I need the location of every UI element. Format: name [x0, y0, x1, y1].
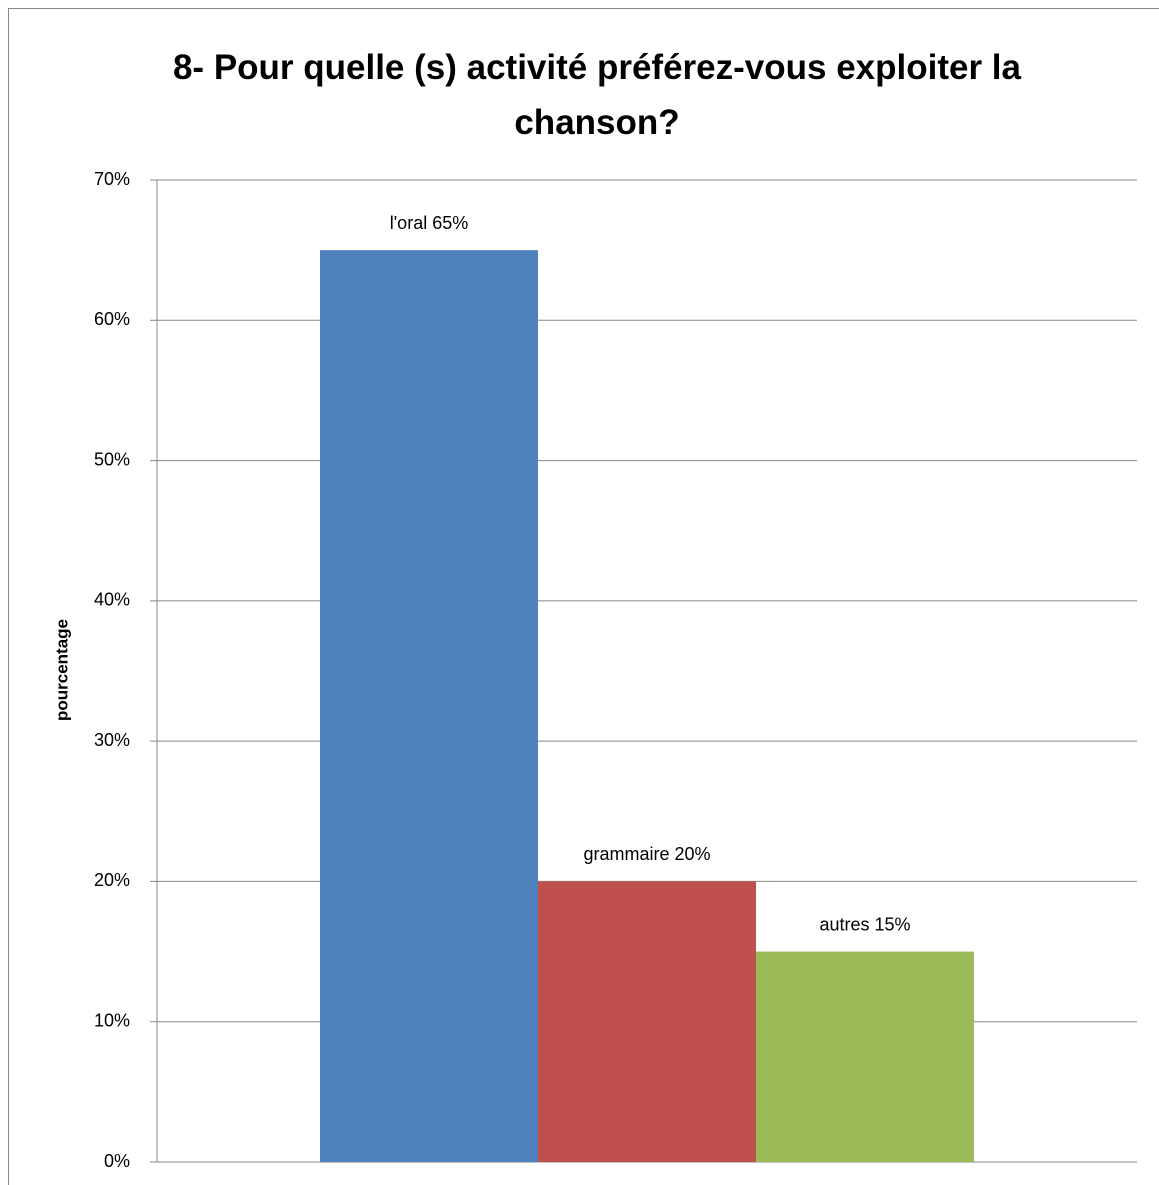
chart-title: 8- Pour quelle (s) activité préférez-vou…: [172, 48, 1022, 142]
bar: [538, 881, 756, 1162]
y-tick-label: 10%: [94, 1010, 130, 1030]
bar: [320, 250, 538, 1163]
y-tick-label: 0%: [104, 1151, 130, 1171]
y-tick-label: 30%: [94, 730, 130, 750]
bar: [756, 951, 974, 1162]
y-tick-label: 60%: [94, 309, 130, 329]
data-label: autres 15%: [819, 914, 910, 934]
y-axis-label: pourcentage: [52, 619, 71, 721]
data-label: l'oral 65%: [390, 213, 468, 233]
y-tick-label: 20%: [94, 870, 130, 890]
y-tick-label: 40%: [94, 590, 130, 610]
data-label: grammaire 20%: [583, 844, 710, 864]
y-tick-label: 70%: [94, 169, 130, 189]
y-tick-label: 50%: [94, 449, 130, 469]
